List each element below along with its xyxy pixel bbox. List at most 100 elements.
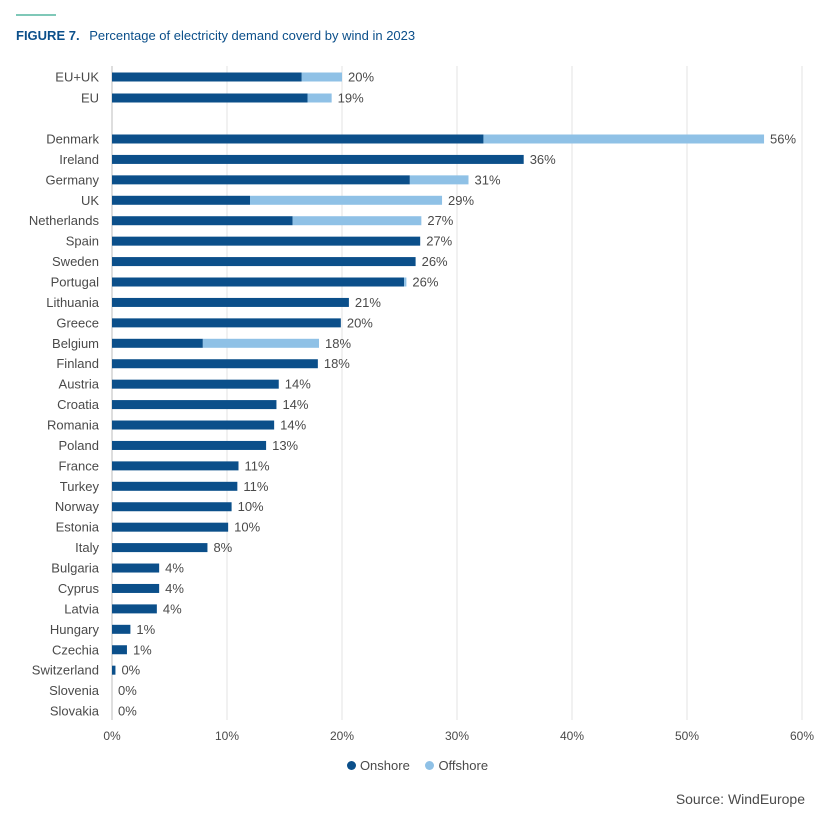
data-label: 0% <box>121 663 140 678</box>
bar-onshore <box>112 400 277 410</box>
bar-offshore <box>307 93 332 103</box>
category-label: Croatia <box>57 397 100 412</box>
data-label: 18% <box>325 336 351 351</box>
category-label: Slovenia <box>49 683 100 698</box>
category-label: Portugal <box>51 275 100 290</box>
data-label: 14% <box>280 418 306 433</box>
category-label: Poland <box>59 438 99 453</box>
category-label: Denmark <box>46 132 99 147</box>
category-label: Sweden <box>52 254 99 269</box>
category-label: Slovakia <box>50 704 100 719</box>
bar-onshore <box>112 624 131 634</box>
data-label: 0% <box>118 683 137 698</box>
category-label: Norway <box>55 499 100 514</box>
bar-offshore <box>483 134 765 144</box>
bar-onshore <box>112 134 484 144</box>
data-label: 56% <box>770 132 796 147</box>
bar-offshore <box>202 338 319 348</box>
bar-onshore <box>112 277 405 287</box>
data-label: 31% <box>475 172 501 187</box>
bar-onshore <box>112 154 524 164</box>
bar-offshore <box>250 195 443 205</box>
data-label: 8% <box>213 540 232 555</box>
legend-marker-onshore <box>346 761 356 770</box>
data-label: 4% <box>165 561 184 576</box>
legend-item-onshore: Onshore <box>346 758 410 773</box>
data-label: 14% <box>285 377 311 392</box>
category-label: Spain <box>66 234 99 249</box>
category-label: EU+UK <box>55 70 99 85</box>
bar-onshore <box>112 257 416 267</box>
data-label: 29% <box>448 193 474 208</box>
bar-onshore <box>112 604 157 614</box>
category-label: Hungary <box>50 622 100 637</box>
bar-onshore <box>112 481 238 491</box>
category-label: Estonia <box>56 520 100 535</box>
bar-onshore <box>112 338 203 348</box>
category-label: Bulgaria <box>51 561 99 576</box>
category-label: Cyprus <box>58 581 100 596</box>
data-label: 19% <box>338 91 364 106</box>
bar-onshore <box>112 563 160 573</box>
category-label: Netherlands <box>29 213 100 228</box>
bar-onshore <box>112 72 302 82</box>
figure-title: FIGURE 7. Percentage of electricity dema… <box>16 28 415 43</box>
legend-marker-offshore <box>425 761 435 770</box>
bar-offshore <box>292 216 422 226</box>
source-note: Source: WindEurope <box>675 791 805 807</box>
category-label: Germany <box>46 172 100 187</box>
x-tick-label: 30% <box>445 729 469 743</box>
data-label: 1% <box>133 642 152 657</box>
bar-offshore <box>409 175 469 185</box>
bar-onshore <box>112 522 229 532</box>
figure-label: FIGURE 7. <box>16 28 80 43</box>
data-label: 0% <box>118 704 137 719</box>
x-tick-label: 60% <box>790 729 814 743</box>
bar-onshore <box>112 175 410 185</box>
chart-legend: Onshore Offshore <box>0 758 835 773</box>
data-label: 26% <box>412 275 438 290</box>
category-label: Latvia <box>64 601 99 616</box>
title-accent-line <box>16 14 56 16</box>
data-label: 1% <box>136 622 155 637</box>
category-label: Turkey <box>60 479 100 494</box>
data-label: 4% <box>165 581 184 596</box>
bar-onshore <box>112 236 421 246</box>
bar-onshore <box>112 297 349 307</box>
data-label: 11% <box>245 458 270 473</box>
bar-offshore <box>404 277 407 287</box>
bar-onshore <box>112 379 279 389</box>
x-tick-label: 10% <box>215 729 239 743</box>
data-label: 14% <box>282 397 308 412</box>
bar-onshore <box>112 665 116 675</box>
bar-offshore <box>301 72 342 82</box>
bar-onshore <box>112 583 160 593</box>
bar-onshore <box>112 359 318 369</box>
category-label: Italy <box>75 540 99 555</box>
category-label: Romania <box>47 418 100 433</box>
data-label: 11% <box>243 479 268 494</box>
x-tick-label: 20% <box>330 729 354 743</box>
category-label: Finland <box>56 356 99 371</box>
data-label: 27% <box>427 213 453 228</box>
x-tick-label: 40% <box>560 729 584 743</box>
data-label: 10% <box>234 520 260 535</box>
data-label: 36% <box>530 152 556 167</box>
category-label: Greece <box>56 315 99 330</box>
legend-label-offshore: Offshore <box>438 758 489 773</box>
bar-onshore <box>112 93 308 103</box>
legend-label-onshore: Onshore <box>359 758 410 773</box>
x-tick-label: 0% <box>103 729 121 743</box>
category-label: Ireland <box>59 152 99 167</box>
category-label: EU <box>81 91 99 106</box>
data-label: 21% <box>355 295 381 310</box>
bar-onshore <box>112 645 127 655</box>
data-label: 27% <box>426 234 452 249</box>
data-label: 13% <box>272 438 298 453</box>
x-tick-label: 50% <box>675 729 699 743</box>
chart-svg: 0% 10% 20% 30% 40% 50% 60% EU+UK 20% EU 19% Denmark… <box>29 66 814 743</box>
bar-onshore <box>112 216 293 226</box>
bar-onshore <box>112 502 232 512</box>
category-label: Belgium <box>52 336 99 351</box>
data-label: 18% <box>324 356 350 371</box>
